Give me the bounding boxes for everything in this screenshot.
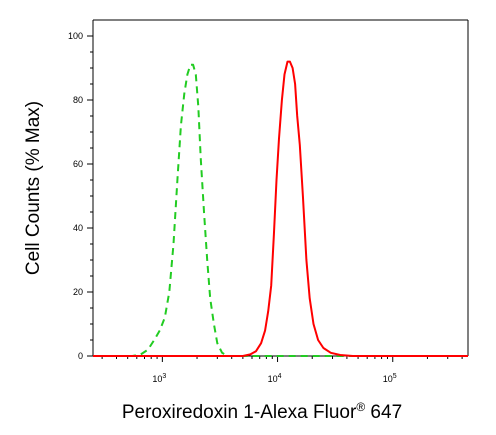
y-tick-label: 0 bbox=[78, 351, 83, 361]
y-axis-ticks: 0 20 40 60 80 100 bbox=[68, 31, 93, 361]
y-axis-title: Cell Counts (% Max) bbox=[23, 101, 44, 275]
x-tick-label-base: 10 bbox=[268, 374, 278, 384]
red-solid-series-line bbox=[93, 60, 468, 357]
y-tick-label: 80 bbox=[73, 95, 83, 105]
y-tick-label: 40 bbox=[73, 223, 83, 233]
green-dashed-series-line bbox=[93, 63, 468, 357]
y-tick-label: 60 bbox=[73, 159, 83, 169]
x-tick-label-exponent: 3 bbox=[162, 373, 166, 380]
plot-area bbox=[92, 19, 469, 357]
series-layer bbox=[93, 60, 468, 357]
x-axis-ticks: 103 104 105 bbox=[101, 356, 463, 384]
y-tick-label: 100 bbox=[68, 31, 83, 41]
x-tick-label: 104 bbox=[268, 373, 282, 384]
x-tick-label: 103 bbox=[152, 373, 166, 384]
x-tick-label-base: 10 bbox=[152, 374, 162, 384]
x-axis-title: Peroxiredoxin 1-Alexa Fluor® 647 bbox=[122, 400, 402, 423]
x-axis-title-main: Peroxiredoxin 1-Alexa Fluor bbox=[122, 402, 357, 423]
x-tick-label-exponent: 4 bbox=[278, 373, 282, 380]
x-tick-label-base: 10 bbox=[383, 374, 393, 384]
x-tick-label: 105 bbox=[383, 373, 397, 384]
x-axis-title-suffix: 647 bbox=[365, 402, 402, 423]
y-tick-label: 20 bbox=[73, 287, 83, 297]
x-axis-title-superscript: ® bbox=[356, 400, 365, 414]
x-tick-label-exponent: 5 bbox=[393, 373, 397, 380]
